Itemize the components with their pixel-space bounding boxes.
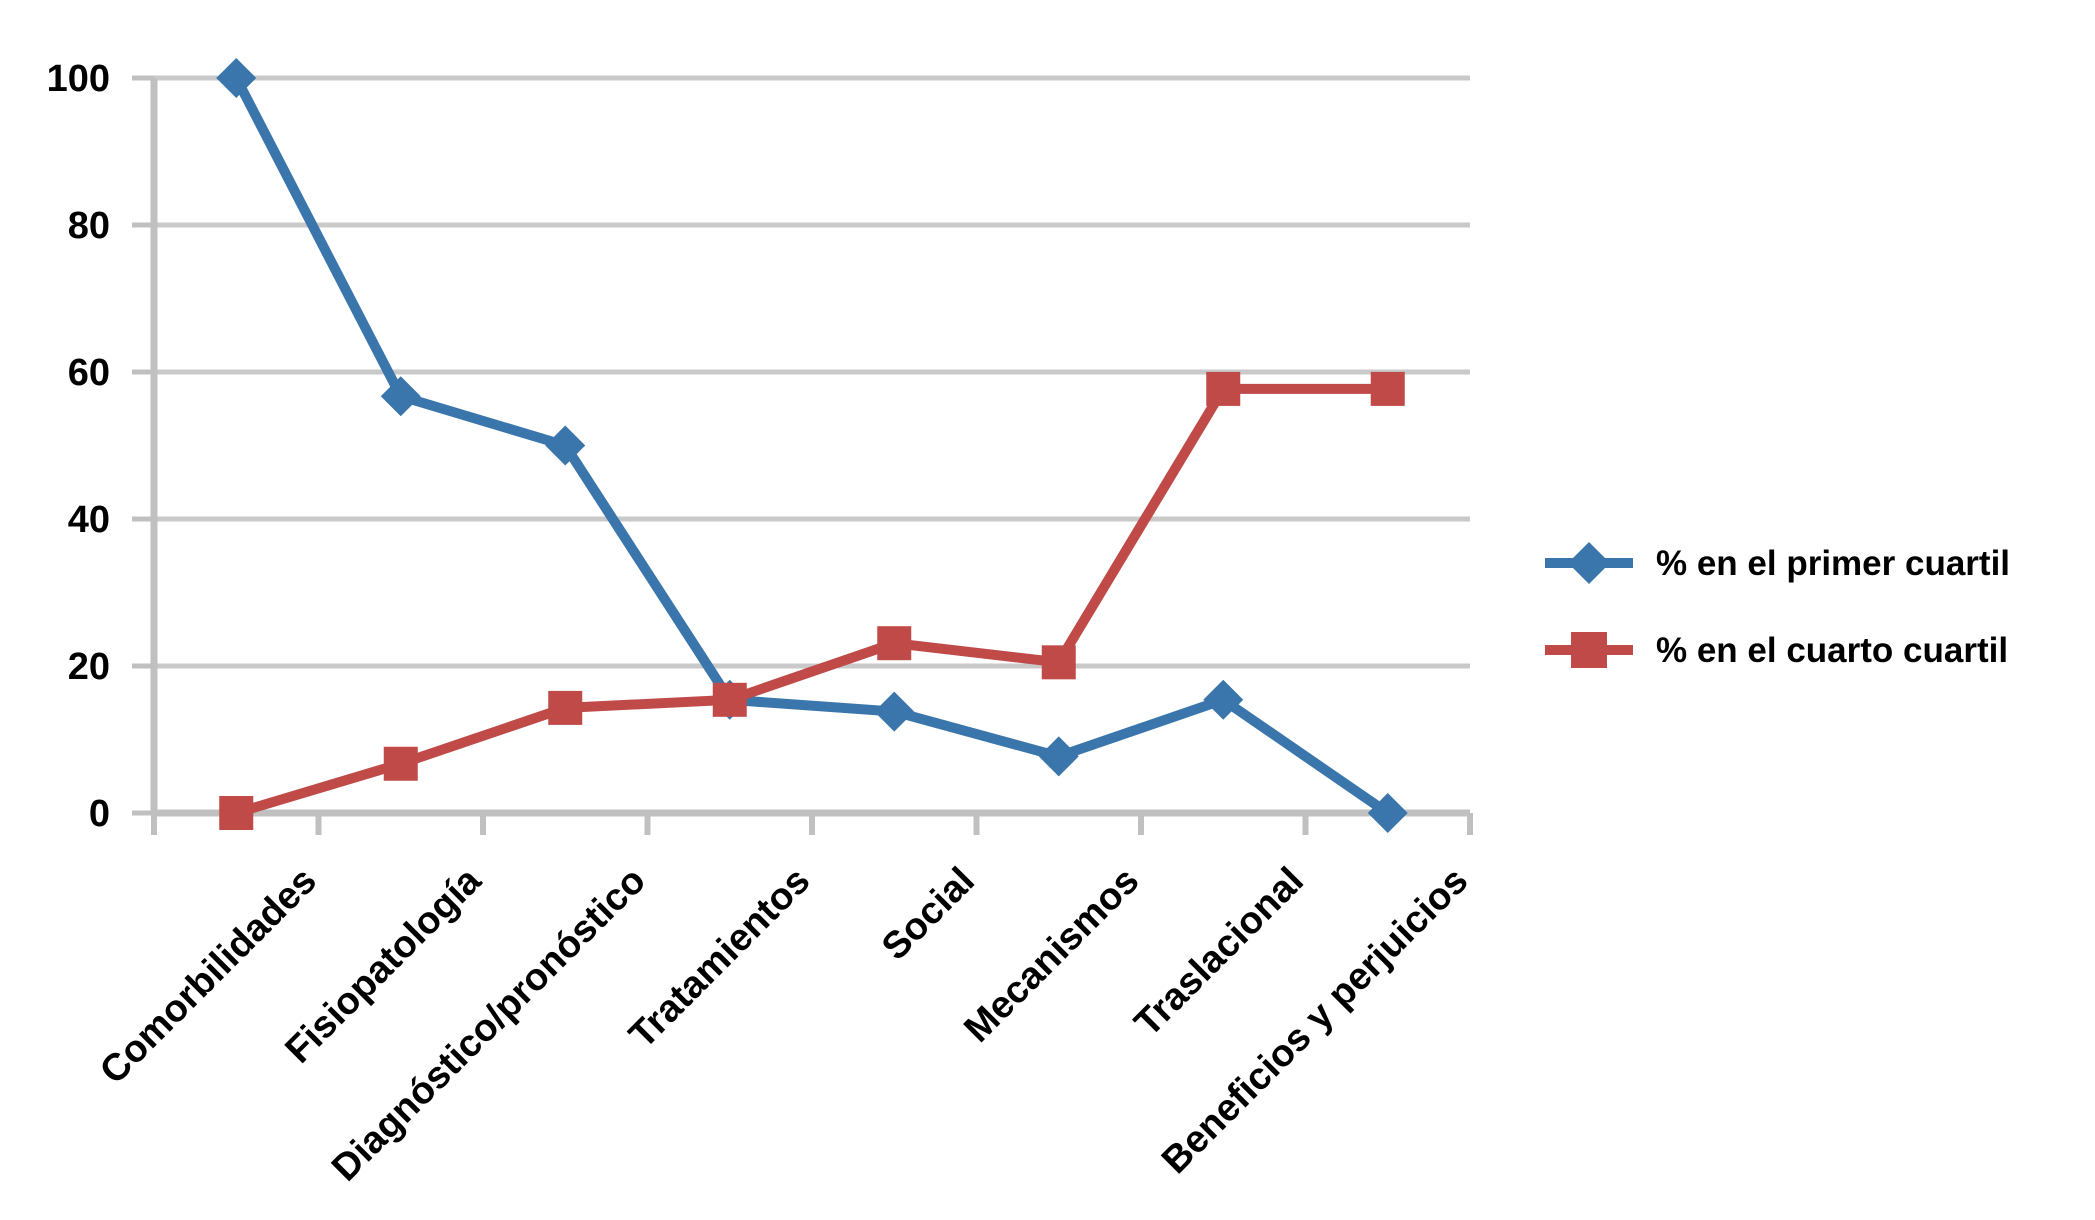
legend-item: % en el cuarto cuartil xyxy=(1545,631,2008,670)
y-tick-label: 20 xyxy=(68,646,110,688)
legend-square-icon xyxy=(1571,632,1607,668)
square-marker-1-5 xyxy=(1041,645,1076,680)
x-category-label: Beneficios y perjuicios xyxy=(1154,860,1476,1182)
diamond-marker-0-7 xyxy=(1367,793,1408,833)
square-marker-1-3 xyxy=(712,682,747,717)
square-marker-1-7 xyxy=(1370,371,1405,406)
y-tick-label: 60 xyxy=(68,352,110,394)
series-line-1 xyxy=(234,383,1388,818)
y-tick-label: 0 xyxy=(89,793,110,835)
diamond-marker-0-1 xyxy=(380,376,421,417)
square-marker-1-1 xyxy=(383,746,418,781)
diamond-marker-0-4 xyxy=(874,691,915,732)
diamond-marker-0-5 xyxy=(1038,736,1079,777)
square-marker-1-0 xyxy=(219,796,254,830)
legend-item: % en el primer cuartil xyxy=(1545,542,2010,584)
legend-diamond-icon xyxy=(1568,542,1610,584)
legend-label: % en el primer cuartil xyxy=(1656,544,2010,583)
square-marker-1-2 xyxy=(548,690,583,725)
x-category-label: Traslacional xyxy=(1127,860,1312,1045)
diamond-marker-0-0 xyxy=(216,58,257,98)
square-marker-1-6 xyxy=(1206,371,1241,406)
diamond-marker-0-2 xyxy=(545,425,586,466)
square-marker-1-4 xyxy=(877,626,912,661)
series-line-0 xyxy=(231,75,1391,818)
legend-label: % en el cuarto cuartil xyxy=(1656,631,2008,670)
x-category-label: Comorbilidades xyxy=(92,860,325,1093)
y-tick-label: 100 xyxy=(47,58,110,100)
x-category-label: Social xyxy=(874,860,983,969)
diamond-marker-0-6 xyxy=(1203,679,1244,720)
x-category-label: Diagnóstico/pronóstico xyxy=(324,860,654,1190)
x-category-label: Mecanismos xyxy=(956,860,1147,1051)
y-tick-label: 80 xyxy=(68,205,110,247)
legend: % en el primer cuartil % en el cuarto cua… xyxy=(1545,542,2010,670)
y-tick-label: 40 xyxy=(68,499,110,541)
